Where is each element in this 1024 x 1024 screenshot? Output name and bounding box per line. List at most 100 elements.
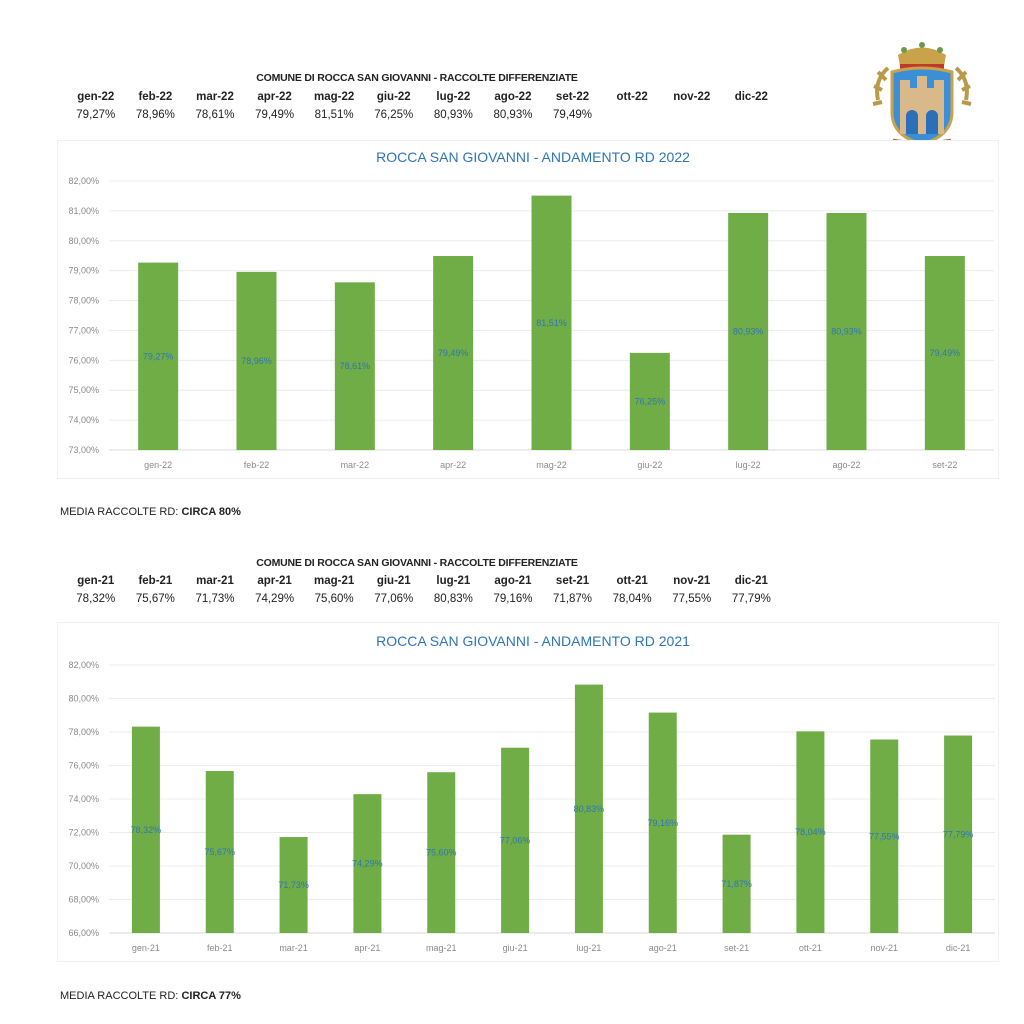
month-header: set-21 — [555, 575, 590, 587]
chart-title: ROCCA SAN GIOVANNI - ANDAMENTO RD 2022 — [376, 149, 690, 165]
bar-ago-22 — [826, 212, 867, 450]
month-value: 79,16% — [493, 593, 533, 605]
bar-ott-21 — [796, 731, 825, 933]
x-tick-label: mar-21 — [279, 943, 308, 953]
month-value: 80,93% — [493, 109, 533, 121]
x-tick-label: ago-22 — [832, 460, 860, 470]
table-title: COMUNE DI ROCCA SAN GIOVANNI - RACCOLTE … — [256, 557, 578, 569]
x-tick-label: lug-22 — [736, 460, 761, 470]
x-tick-label: set-21 — [724, 943, 749, 953]
month-header: ago-21 — [494, 575, 532, 587]
bar-set-22 — [924, 256, 965, 450]
bar-gen-21 — [131, 726, 160, 933]
values-row: 79,27% 78,96% 78,61% 79,49% 81,51% 76,25% 80,9… — [66, 109, 781, 121]
data-label: 78,61% — [340, 361, 371, 371]
y-tick-label: 79,00% — [68, 266, 99, 276]
data-label: 81,51% — [536, 318, 567, 328]
x-tick-label: feb-22 — [244, 460, 270, 470]
media-summary-2022: MEDIA RACCOLTE RD: CIRCA 80% — [60, 506, 241, 518]
month-header: ott-21 — [616, 575, 648, 587]
bar-dic-21 — [944, 735, 973, 933]
x-tick-label: ago-21 — [649, 943, 677, 953]
data-label: 80,93% — [831, 326, 862, 336]
table-title: COMUNE DI ROCCA SAN GIOVANNI - RACCOLTE … — [256, 72, 578, 84]
month-value: 80,83% — [433, 593, 473, 605]
x-tick-label: giu-22 — [637, 460, 662, 470]
y-tick-label: 70,00% — [68, 861, 99, 871]
data-label: 77,79% — [943, 829, 974, 839]
month-value: 78,04% — [612, 593, 652, 605]
y-tick-label: 72,00% — [68, 828, 99, 838]
months-row: gen-21 feb-21 mar-21 apr-21 mag-21 giu-21 lug-… — [66, 575, 781, 587]
x-tick-label: giu-21 — [503, 943, 528, 953]
month-header: apr-21 — [257, 575, 292, 587]
bar-feb-22 — [236, 271, 277, 450]
y-tick-label: 78,00% — [68, 296, 99, 306]
month-header: mar-22 — [196, 91, 234, 103]
y-tick-label: 76,00% — [68, 355, 99, 365]
month-header: feb-21 — [138, 575, 173, 587]
data-label: 71,73% — [278, 880, 309, 890]
data-label: 79,16% — [647, 818, 678, 828]
x-tick-label: mag-22 — [536, 460, 567, 470]
data-label: 78,04% — [795, 827, 826, 837]
x-tick-label: ott-21 — [799, 943, 822, 953]
month-header: lug-22 — [436, 91, 471, 103]
x-tick-label: mar-22 — [341, 460, 370, 470]
data-label: 78,32% — [131, 825, 162, 835]
y-tick-label: 77,00% — [68, 325, 99, 335]
media-summary-2021: MEDIA RACCOLTE RD: CIRCA 77% — [60, 990, 241, 1002]
bar-giu-22 — [629, 352, 670, 450]
y-tick-label: 75,00% — [68, 385, 99, 395]
month-header: mar-21 — [196, 575, 234, 587]
y-tick-label: 66,00% — [68, 928, 99, 938]
month-header: gen-22 — [77, 91, 115, 103]
x-tick-label: feb-21 — [207, 943, 233, 953]
data-label: 75,67% — [204, 847, 235, 857]
month-header: dic-21 — [734, 575, 768, 587]
x-tick-label: mag-21 — [426, 943, 457, 953]
month-header: giu-21 — [376, 575, 411, 587]
month-value: 77,79% — [731, 593, 771, 605]
bar-lug-22 — [728, 212, 769, 450]
bar-giu-21 — [501, 747, 530, 933]
month-value: 81,51% — [314, 109, 354, 121]
bar-apr-22 — [433, 256, 474, 450]
month-header: dic-22 — [734, 91, 768, 103]
bar-mag-22 — [531, 195, 572, 450]
values-row: 78,32% 75,67% 71,73% 74,29% 75,60% 77,06% 80,8… — [66, 593, 781, 605]
data-label: 75,60% — [426, 848, 457, 858]
month-value: 78,32% — [76, 593, 116, 605]
coat-of-arms-emblem — [868, 40, 976, 152]
data-label: 71,87% — [721, 879, 752, 889]
x-tick-label: gen-22 — [144, 460, 172, 470]
month-header: lug-21 — [436, 575, 471, 587]
month-value: 75,60% — [314, 593, 354, 605]
y-tick-label: 73,00% — [68, 445, 99, 455]
month-header: gen-21 — [77, 575, 115, 587]
y-tick-label: 82,00% — [68, 176, 99, 186]
month-header: ago-22 — [494, 91, 532, 103]
bar-lug-21 — [574, 684, 603, 933]
x-tick-label: nov-21 — [870, 943, 898, 953]
month-value: 80,93% — [433, 109, 473, 121]
bar-mar-21 — [279, 837, 308, 933]
bar-mag-21 — [427, 772, 456, 933]
media-value: CIRCA 80% — [181, 506, 241, 518]
month-value: 78,96% — [135, 109, 175, 121]
month-header: giu-22 — [376, 91, 411, 103]
month-value — [662, 109, 722, 121]
chart-rd-2022: ROCCA SAN GIOVANNI - ANDAMENTO RD 2022 73… — [57, 140, 999, 479]
media-label: MEDIA RACCOLTE RD: — [60, 506, 182, 518]
data-label: 80,83% — [574, 804, 605, 814]
data-label: 79,49% — [438, 348, 469, 358]
y-tick-label: 80,00% — [68, 236, 99, 246]
month-value: 77,55% — [672, 593, 712, 605]
month-value: 78,61% — [195, 109, 235, 121]
bar-nov-21 — [870, 739, 899, 933]
bar-gen-22 — [138, 262, 179, 450]
month-value: 71,87% — [553, 593, 593, 605]
x-tick-label: lug-21 — [576, 943, 601, 953]
month-header: nov-21 — [673, 575, 711, 587]
month-value: 75,67% — [135, 593, 175, 605]
